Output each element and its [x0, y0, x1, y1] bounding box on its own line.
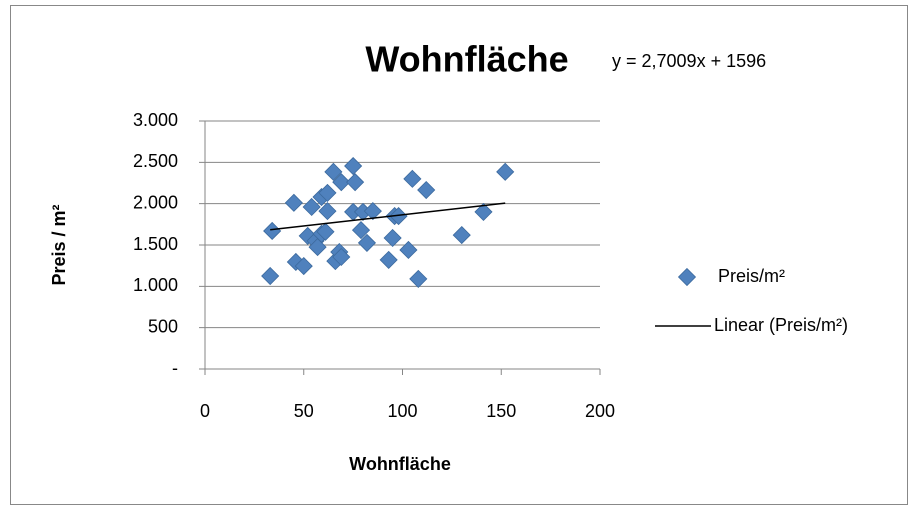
point: [496, 162, 515, 181]
y-tick-label: 1.000: [133, 275, 178, 295]
y-tick-label: 3.000: [133, 110, 178, 130]
trendline-equation: y = 2,7009x + 1596: [612, 51, 766, 71]
x-tick-label: 50: [294, 401, 314, 421]
point: [417, 180, 436, 200]
point: [302, 197, 321, 217]
point: [363, 202, 382, 221]
point: [324, 162, 343, 181]
point: [452, 226, 471, 245]
point: [318, 183, 337, 202]
y-tick-label: 2.000: [133, 192, 178, 212]
point: [409, 269, 428, 288]
point: [286, 252, 305, 272]
point: [351, 221, 371, 240]
y-axis-label: Preis / m²: [49, 204, 69, 285]
x-tick-label: 150: [486, 401, 516, 421]
chart-border: [10, 5, 908, 505]
legend-marker: [677, 267, 697, 287]
point: [474, 202, 493, 221]
legend-label: Preis/m²: [718, 266, 785, 286]
x-tick-label: 100: [387, 401, 417, 421]
chart-title: Wohnfläche: [365, 39, 568, 80]
point: [316, 222, 335, 241]
trendline: [270, 202, 506, 231]
point: [403, 169, 422, 188]
x-tick-label: 200: [585, 401, 615, 421]
point: [379, 250, 398, 269]
point: [389, 207, 408, 226]
point: [294, 257, 313, 276]
point: [261, 266, 280, 286]
y-tick-label: 500: [148, 316, 178, 336]
y-tick-label: -: [172, 358, 178, 378]
x-axis-label: Wohnfläche: [349, 454, 451, 474]
point: [399, 240, 418, 260]
point: [332, 173, 351, 192]
y-tick-label: 1.500: [133, 234, 178, 254]
x-tick-label: 0: [200, 401, 210, 421]
y-tick-label: 2.500: [133, 151, 178, 171]
point: [308, 238, 327, 257]
point: [346, 173, 365, 192]
point: [383, 228, 402, 248]
point: [318, 202, 337, 221]
point: [344, 156, 363, 176]
point: [284, 193, 303, 212]
point: [332, 247, 351, 267]
legend-label: Linear (Preis/m²): [714, 315, 848, 335]
point: [357, 233, 377, 252]
